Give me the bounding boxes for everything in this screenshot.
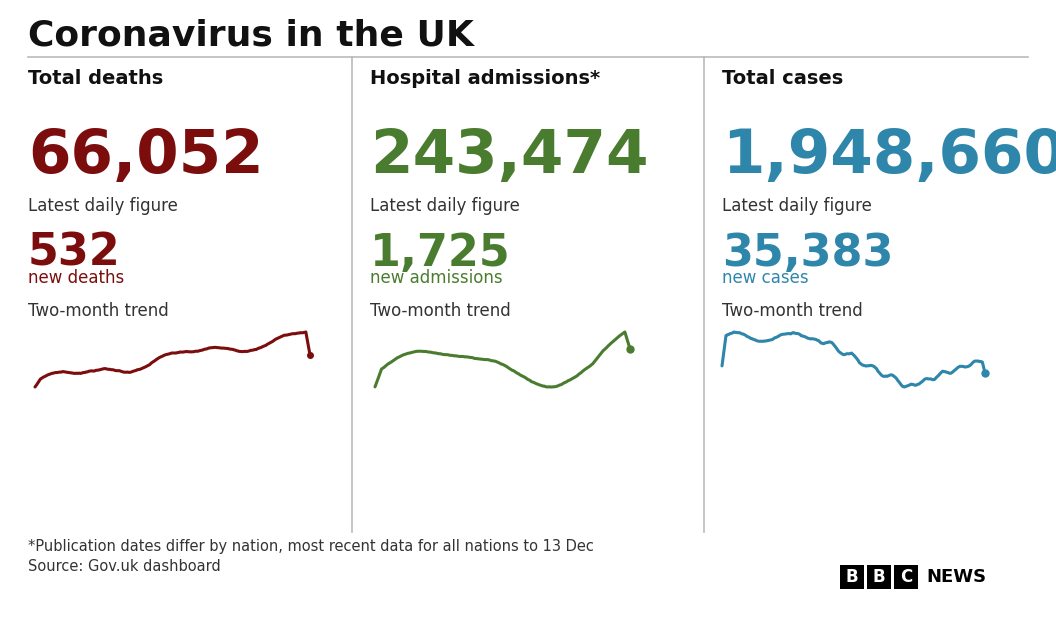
Text: Hospital admissions*: Hospital admissions*: [370, 69, 600, 88]
Text: Two-month trend: Two-month trend: [29, 302, 169, 320]
Text: 66,052: 66,052: [29, 127, 264, 186]
Text: Two-month trend: Two-month trend: [722, 302, 863, 320]
Text: Two-month trend: Two-month trend: [370, 302, 511, 320]
Text: 1,725: 1,725: [370, 232, 511, 275]
FancyBboxPatch shape: [840, 565, 864, 589]
Text: Total cases: Total cases: [722, 69, 844, 88]
Text: B: B: [846, 568, 859, 586]
Text: Latest daily figure: Latest daily figure: [370, 197, 520, 215]
Text: C: C: [900, 568, 912, 586]
Text: Source: Gov.uk dashboard: Source: Gov.uk dashboard: [29, 559, 221, 574]
Text: 35,383: 35,383: [722, 232, 893, 275]
Text: new cases: new cases: [722, 269, 809, 287]
Text: B: B: [872, 568, 885, 586]
Text: new admissions: new admissions: [370, 269, 503, 287]
Text: Latest daily figure: Latest daily figure: [29, 197, 177, 215]
Text: 532: 532: [29, 232, 120, 275]
Text: NEWS: NEWS: [926, 568, 986, 586]
Text: 243,474: 243,474: [370, 127, 648, 186]
Text: new deaths: new deaths: [29, 269, 125, 287]
Text: *Publication dates differ by nation, most recent data for all nations to 13 Dec: *Publication dates differ by nation, mos…: [29, 539, 593, 554]
Text: Latest daily figure: Latest daily figure: [722, 197, 872, 215]
Text: Coronavirus in the UK: Coronavirus in the UK: [29, 19, 474, 53]
FancyBboxPatch shape: [867, 565, 891, 589]
FancyBboxPatch shape: [894, 565, 918, 589]
Text: Total deaths: Total deaths: [29, 69, 164, 88]
Text: 1,948,660: 1,948,660: [722, 127, 1056, 186]
